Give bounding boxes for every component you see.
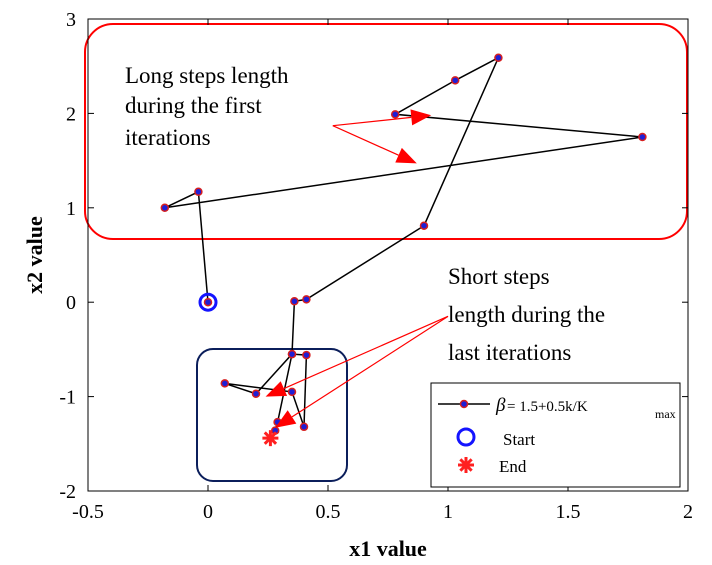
legend-end-label: End (499, 457, 527, 476)
plot-frame (87, 18, 689, 492)
data-point-2 (160, 203, 170, 213)
data-point-5 (450, 76, 460, 85)
data-point-6 (494, 53, 503, 62)
legend-start-marker (456, 427, 476, 447)
x-tick-label-4: 1.5 (556, 501, 581, 523)
start-marker (198, 292, 218, 312)
y-tick-label-5: 3 (66, 9, 76, 31)
short-steps-label-line-3: last iterations (448, 340, 571, 365)
data-point-4 (390, 110, 400, 119)
short-steps-arrow-1-shaft (291, 315, 449, 418)
short-steps-arrow-0-shaft (283, 315, 449, 390)
long-steps-label-line-2: during the first (125, 93, 262, 118)
legend-series-beta: β (495, 395, 506, 416)
data-point-12 (299, 422, 309, 432)
end-marker (262, 430, 279, 447)
y-ticks: -2 -1 0 1 2 3 (59, 9, 688, 503)
x-tick-label-2: 0.5 (316, 501, 341, 523)
legend-end-star-ray-3 (459, 458, 473, 472)
long-steps-arrow-1-shaft (332, 125, 399, 156)
end-marker-ray-3 (263, 431, 278, 445)
y-tick-label-4: 2 (66, 103, 76, 125)
y-tick-label-2: 0 (66, 292, 76, 314)
y-tick-label-1: -1 (59, 387, 76, 409)
long-steps-arrow-0-shaft (332, 116, 412, 127)
long-steps-label-line-1: Long steps length (125, 63, 289, 88)
data-point-3 (638, 132, 647, 142)
x-ticks: -0.5 0 0.5 1 1.5 2 (72, 19, 693, 523)
data-point-15 (251, 389, 261, 399)
x-tick-label-3: 1 (443, 501, 453, 523)
data-point-8 (302, 295, 311, 304)
short-steps-arrow-0-head (265, 381, 288, 397)
x-tick-label-1: 0 (203, 501, 213, 523)
data-point-1 (194, 187, 203, 197)
start-end-layer (198, 292, 279, 447)
y-axis-label: x2 value (22, 216, 47, 294)
x-axis-label: x1 value (349, 536, 427, 561)
legend-series-sub: max (655, 407, 676, 421)
long-steps-box (84, 23, 688, 240)
data-point-11 (302, 350, 311, 360)
short-steps-box (196, 348, 348, 482)
short-steps-arrow-1-head (275, 410, 297, 428)
x-tick-label-0: -0.5 (72, 501, 104, 523)
annotation-layer: Long steps length during the first itera… (84, 23, 688, 482)
data-point-9 (290, 297, 299, 306)
axes: -0.5 0 0.5 1 1.5 2 -2 -1 0 1 2 3 x1 value x2 value (22, 9, 693, 561)
legend-end-marker (458, 457, 474, 473)
legend-end-star (458, 457, 474, 473)
short-steps-label-line-1: Short steps (448, 264, 550, 289)
legend: β = 1.5+0.5k/K max Start End (430, 382, 681, 488)
data-point-13 (287, 387, 297, 397)
data-point-14 (220, 379, 230, 388)
data-point-16 (287, 349, 297, 359)
long-steps-arrow-0-head (410, 109, 432, 126)
legend-start-label: Start (503, 430, 535, 449)
arrow-layer (265, 109, 449, 428)
long-steps-arrow-1-head (395, 147, 417, 164)
y-tick-label-3: 1 (66, 198, 76, 220)
data-point-0 (203, 297, 213, 307)
y-tick-label-0: -2 (59, 481, 76, 503)
short-steps-label-line-2: length during the (448, 302, 605, 327)
data-point-7 (419, 221, 429, 230)
legend-series-formula: = 1.5+0.5k/K (507, 399, 588, 415)
x-tick-label-5: 2 (683, 501, 693, 523)
long-steps-label-line-3: iterations (125, 125, 211, 150)
legend-series-marker (459, 399, 469, 409)
